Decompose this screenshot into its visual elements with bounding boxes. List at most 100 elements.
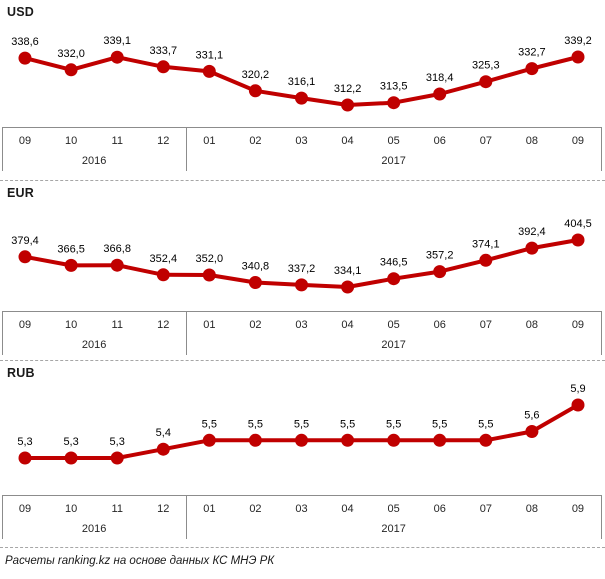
data-point-label: 392,4 — [518, 226, 546, 238]
data-point-marker — [433, 87, 447, 101]
month-tick-label: 09 — [571, 319, 585, 331]
year-group-label: 2016 — [81, 339, 107, 351]
data-point-label: 5,5 — [248, 418, 263, 430]
data-point-marker — [433, 265, 447, 279]
month-tick-label: 09 — [571, 135, 585, 147]
month-tick-label: 09 — [571, 503, 585, 515]
month-tick-label: 01 — [203, 503, 216, 515]
data-point-label: 5,5 — [386, 418, 401, 430]
data-point-label: 339,2 — [564, 35, 592, 47]
axis-left-border — [2, 127, 3, 171]
data-point-marker — [525, 62, 539, 76]
data-point-marker — [18, 451, 32, 465]
month-tick-label: 06 — [433, 503, 446, 515]
month-tick-label: 07 — [479, 135, 492, 147]
data-point-label: 313,5 — [380, 81, 408, 93]
data-point-marker — [387, 433, 401, 447]
month-tick-label: 07 — [479, 503, 492, 515]
data-point-marker — [64, 258, 78, 272]
year-group-label: 2017 — [381, 155, 406, 167]
data-point-label: 320,2 — [242, 69, 270, 81]
year-divider-line — [186, 495, 188, 539]
axis-left-border — [2, 495, 3, 539]
data-point-label: 346,5 — [380, 257, 408, 269]
data-point-label: 332,0 — [57, 48, 85, 60]
year-group-label: 2016 — [81, 155, 107, 167]
data-point-marker — [18, 51, 32, 65]
data-point-marker — [110, 50, 124, 64]
data-point-marker — [387, 272, 401, 286]
rub-x-axis: 09 10 11 12 01 02 03 04 05 06 07 08 09 2016 2017 — [0, 495, 605, 540]
data-point-label: 5,3 — [63, 436, 78, 448]
month-tick-label: 02 — [249, 503, 262, 515]
data-point-marker — [479, 433, 493, 447]
data-point-label: 318,4 — [426, 72, 454, 84]
month-tick-label: 05 — [387, 135, 400, 147]
data-point-marker — [479, 75, 493, 89]
data-point-marker — [295, 278, 308, 292]
data-point-label: 379,4 — [11, 235, 39, 247]
data-point-label: 312,2 — [334, 83, 362, 95]
data-point-label: 338,6 — [11, 36, 39, 48]
month-tick-label: 01 — [203, 319, 216, 331]
month-tick-label: 09 — [18, 319, 32, 331]
data-point-label: 404,5 — [564, 218, 592, 230]
rub-chart-section: RUB 5,3 5,3 5,3 5,4 5,5 5,5 5,5 5,5 5,5 5,5 5,5 5,6… — [0, 361, 605, 548]
data-point-label: 366,8 — [103, 243, 131, 255]
month-tick-label: 10 — [65, 503, 78, 515]
data-point-marker — [295, 433, 308, 447]
data-point-marker — [110, 451, 124, 465]
year-divider-line — [186, 311, 188, 355]
axis-top-border — [2, 127, 601, 128]
usd-line-plot: 338,6 332,0 339,1 333,7 331,1 320,2 316,1 312,2… — [11, 35, 592, 112]
data-point-label: 5,9 — [570, 383, 585, 395]
axis-right-border — [601, 495, 602, 539]
data-point-marker — [341, 280, 355, 294]
month-tick-label: 09 — [18, 135, 32, 147]
month-tick-label: 11 — [111, 319, 123, 331]
month-tick-label: 04 — [341, 503, 354, 515]
month-tick-label: 03 — [295, 503, 308, 515]
data-point-marker — [110, 258, 124, 272]
month-tick-label: 07 — [479, 319, 492, 331]
data-point-label: 5,3 — [17, 436, 32, 448]
month-tick-label: 04 — [341, 135, 354, 147]
data-point-marker — [433, 433, 447, 447]
month-tick-label: 12 — [157, 319, 170, 331]
data-point-label: 5,5 — [202, 418, 217, 430]
month-tick-label: 06 — [433, 319, 446, 331]
month-tick-label: 03 — [295, 135, 308, 147]
month-tick-label: 12 — [157, 503, 170, 515]
month-tick-label: 10 — [65, 135, 78, 147]
data-point-label: 366,5 — [57, 243, 85, 255]
month-tick-label: 04 — [341, 319, 354, 331]
month-tick-label: 10 — [65, 319, 78, 331]
axis-top-border — [2, 495, 601, 496]
chart-title-eur: EUR — [7, 186, 34, 200]
eur-chart-section: EUR 379,4 366,5 366,8 352,4 352,0 340,8 337,2 3… — [0, 181, 605, 361]
data-point-marker — [341, 433, 355, 447]
year-group-label: 2017 — [381, 339, 406, 351]
year-group-label: 2017 — [381, 523, 406, 535]
month-tick-label: 08 — [525, 503, 538, 515]
data-point-marker — [64, 63, 78, 77]
data-point-label: 357,2 — [426, 250, 454, 262]
data-point-label: 5,5 — [432, 418, 447, 430]
year-group-label: 2016 — [81, 523, 107, 535]
month-tick-label: 03 — [295, 319, 308, 331]
data-point-label: 5,5 — [294, 418, 309, 430]
month-tick-label: 09 — [18, 503, 32, 515]
usd-chart-section: USD 338,6 332,0 339,1 333,7 331,1 320,2 316,1 3… — [0, 0, 605, 181]
month-tick-label: 01 — [203, 135, 216, 147]
data-point-marker — [64, 451, 78, 465]
month-tick-label: 12 — [157, 135, 170, 147]
month-tick-label: 06 — [433, 135, 446, 147]
data-point-label: 337,2 — [288, 263, 316, 275]
data-point-marker — [248, 433, 262, 447]
usd-x-axis: 09 10 11 12 01 02 03 04 05 06 07 08 09 2016 2017 — [0, 127, 605, 172]
data-point-marker — [156, 60, 170, 74]
rub-line-plot: 5,3 5,3 5,3 5,4 5,5 5,5 5,5 5,5 5,5 5,5 5,5 5,6 5,9 — [17, 383, 586, 465]
chart-title-usd: USD — [7, 5, 34, 19]
data-point-label: 5,5 — [478, 418, 493, 430]
data-point-marker — [202, 64, 216, 78]
